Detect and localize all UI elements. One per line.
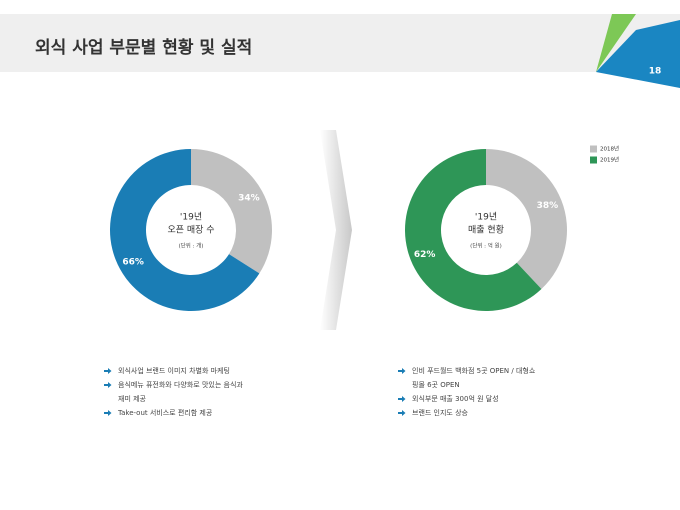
chevron-arrow (320, 130, 352, 330)
donut-slice (486, 149, 567, 290)
bullet-text: 외식사업 브랜드 이미지 차별화 마케팅 (118, 366, 230, 375)
value-label: 38% (537, 201, 559, 211)
bullet-arrow (104, 368, 112, 374)
bullet-text: 핑몰 6곳 OPEN (412, 380, 460, 389)
bullet-text: 인비 푸드월드 백화점 5곳 OPEN / 대형쇼 (412, 366, 536, 375)
center-subtitle: 매출 현황 (468, 225, 504, 236)
bullet-arrow (104, 410, 112, 416)
legend-label: 2019년 (600, 156, 619, 164)
bullet-text: 브랜드 인지도 상승 (412, 408, 469, 417)
center-title: '19년 (180, 212, 202, 223)
center-unit: (단위 : 개) (179, 242, 204, 250)
decor-blue (596, 20, 680, 88)
decor-green (596, 14, 636, 72)
page-number: 18 (649, 67, 662, 77)
donut-slice (110, 149, 260, 311)
bullet-text: 음식메뉴 퓨전화와 다양화로 맛있는 음식과 (118, 380, 243, 389)
bullet-arrow (398, 396, 406, 402)
value-label: 34% (238, 194, 260, 204)
center-subtitle: 오픈 매장 수 (167, 225, 214, 236)
value-label: 66% (122, 257, 144, 267)
header-band (0, 14, 680, 72)
value-label: 62% (414, 250, 436, 260)
slide-title: 외식 사업 부문별 현황 및 실적 (35, 38, 252, 58)
bullet-arrow (398, 410, 406, 416)
bullet-arrow (398, 368, 406, 374)
donut-slice (191, 149, 273, 274)
center-title: '19년 (475, 212, 497, 223)
legend-swatch (590, 156, 597, 164)
center-unit: (단위 : 억 원) (470, 242, 502, 250)
donut-slice (405, 149, 542, 311)
bullet-arrow (104, 382, 112, 388)
bullet-text: Take-out 서비스로 편리함 제공 (117, 408, 213, 417)
legend-label: 2018년 (600, 145, 619, 153)
legend-swatch (590, 145, 597, 153)
bullet-text: 재미 제공 (118, 394, 147, 403)
bullet-text: 외식부문 매출 300억 원 달성 (412, 394, 499, 403)
